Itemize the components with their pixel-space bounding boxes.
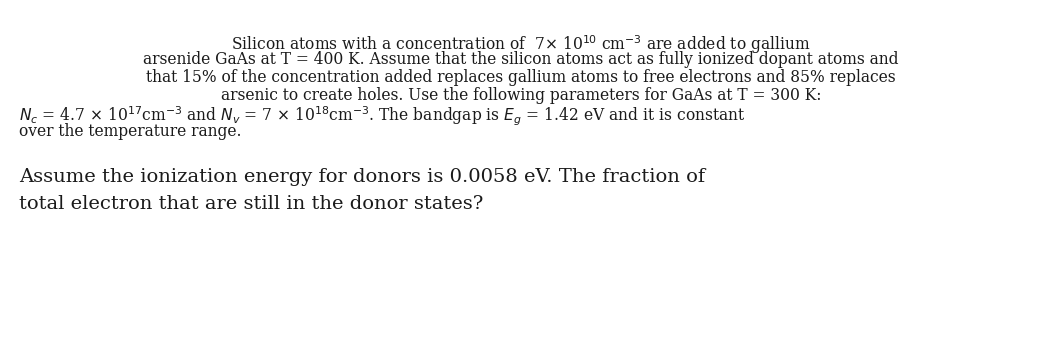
- Text: over the temperature range.: over the temperature range.: [19, 123, 242, 140]
- Text: Assume the ionization energy for donors is 0.0058 eV. The fraction of: Assume the ionization energy for donors …: [19, 168, 704, 186]
- Text: total electron that are still in the donor states?: total electron that are still in the don…: [19, 195, 483, 213]
- Text: $N_c$ = 4.7 $\times$ 10$^{17}$cm$^{-3}$ and $N_v$ = 7 $\times$ 10$^{18}$cm$^{-3}: $N_c$ = 4.7 $\times$ 10$^{17}$cm$^{-3}$ …: [19, 105, 746, 128]
- Text: arsenic to create holes. Use the following parameters for GaAs at T = 300 K:: arsenic to create holes. Use the followi…: [221, 87, 821, 104]
- Text: that 15% of the concentration added replaces gallium atoms to free electrons and: that 15% of the concentration added repl…: [146, 69, 896, 86]
- Text: Silicon atoms with a concentration of  7$\times$ 10$^{10}$ cm$^{-3}$ are added t: Silicon atoms with a concentration of 7$…: [231, 33, 811, 56]
- Text: arsenide GaAs at T = 400 K. Assume that the silicon atoms act as fully ionized d: arsenide GaAs at T = 400 K. Assume that …: [143, 51, 899, 68]
